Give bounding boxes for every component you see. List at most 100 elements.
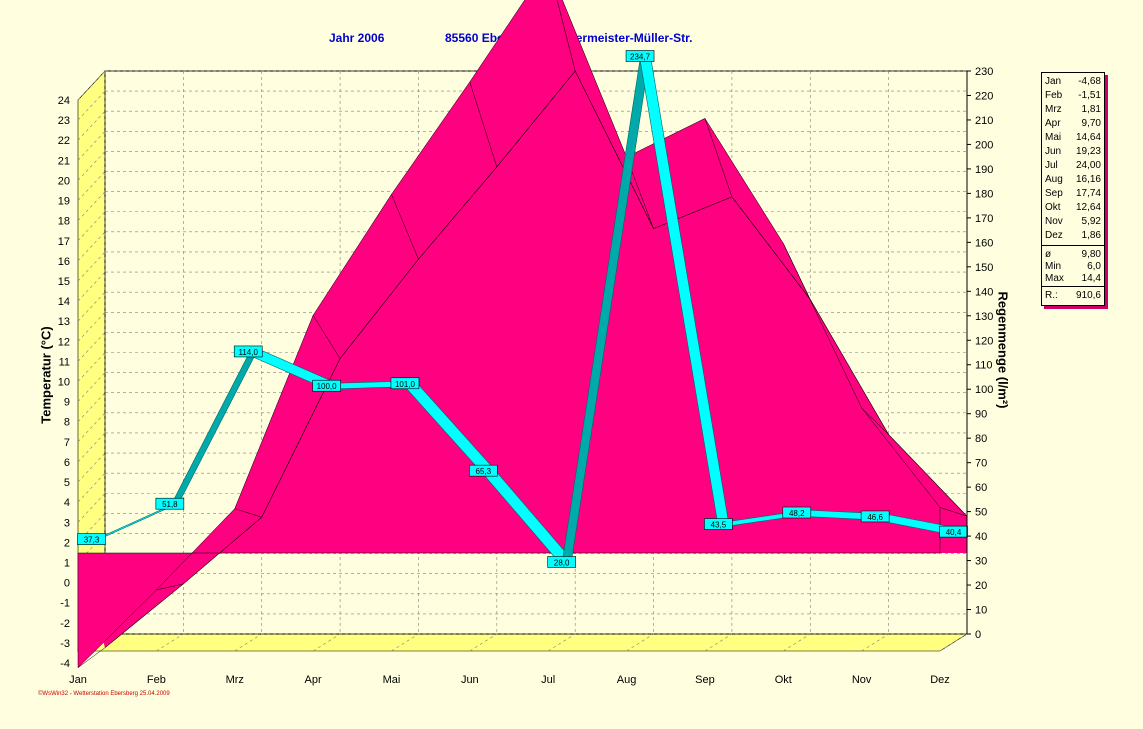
y-right-tick-label: 100 — [975, 384, 993, 396]
y-left-tick-label: -2 — [60, 618, 70, 630]
grid-line-wall — [77, 372, 106, 402]
legend-panel: Jan -4,68 Feb -1,51 Mrz 1,81 Apr 9,70 Mai 14,64 Ju… — [1041, 72, 1105, 306]
grid-line-floor — [156, 633, 184, 652]
legend-row: Feb -1,51 — [1045, 89, 1101, 103]
legend-value: 12,64 — [1075, 202, 1101, 213]
grid-line-wall — [77, 493, 106, 523]
grid-line-wall — [77, 231, 106, 262]
grid-line-wall — [77, 332, 106, 362]
y-left-tick-label: 14 — [58, 296, 70, 308]
temperature-edge — [77, 647, 106, 668]
legend-divider — [1042, 286, 1104, 287]
grid-line-floor — [939, 633, 968, 652]
rain-data-label: 37,3 — [77, 533, 106, 545]
y-left-tick-label: 24 — [58, 95, 70, 107]
y-right-tick-label: 160 — [975, 237, 993, 249]
legend-key: Mai — [1045, 132, 1062, 143]
y-left-tick-label: 15 — [58, 276, 70, 288]
legend-value: 19,23 — [1075, 146, 1101, 157]
y-right-tick-label: 230 — [975, 66, 993, 78]
temperature-edge — [939, 507, 968, 517]
legend-value: 14,64 — [1075, 132, 1101, 143]
y-left-tick-label: 6 — [64, 457, 70, 469]
grid-line-wall — [77, 452, 106, 483]
y-left-tick-label: 10 — [58, 377, 70, 389]
y-right-tick-label: 110 — [975, 360, 993, 372]
legend-row: Aug 16,16 — [1045, 173, 1101, 187]
grid-line-floor — [234, 633, 262, 652]
grid-line-wall — [77, 432, 106, 463]
legend-stat-value: 9,80 — [1081, 249, 1101, 260]
temperature-edge — [234, 508, 262, 518]
legend-stat-key: Max — [1045, 273, 1064, 284]
y-right-tick-label: 200 — [975, 139, 993, 151]
y-left-tick-label: 18 — [58, 216, 70, 228]
grid-line-wall — [77, 412, 106, 443]
svg-text:40,4: 40,4 — [946, 528, 962, 537]
y-right-tick-label: 210 — [975, 115, 993, 127]
grid-line-floor — [312, 633, 341, 652]
legend-value: 1,86 — [1081, 230, 1101, 241]
rain-data-label: 51,8 — [155, 497, 185, 510]
y-right-tick-label: 130 — [975, 311, 993, 323]
legend-stat-value: 6,0 — [1087, 261, 1101, 272]
grid-line-wall — [77, 472, 106, 503]
grid-line-wall — [77, 392, 106, 422]
grid-line-wall — [77, 211, 106, 241]
y-left-tick-label: 12 — [58, 336, 70, 348]
grid-line-wall — [77, 271, 106, 302]
rain-data-label: 101,0 — [390, 377, 420, 390]
y-left-tick-label: 5 — [64, 477, 70, 489]
y-right-tick-label: 10 — [975, 605, 987, 617]
svg-text:100,0: 100,0 — [317, 382, 338, 391]
grid-line-wall — [77, 90, 106, 121]
grid-line-wall — [77, 70, 106, 101]
svg-text:28,0: 28,0 — [554, 558, 570, 567]
legend-divider — [1042, 245, 1104, 246]
legend-key: Jan — [1045, 76, 1062, 87]
svg-text:65,3: 65,3 — [476, 467, 492, 476]
legend-stat-key: ø — [1045, 249, 1052, 260]
y-left-tick-label: 23 — [58, 115, 70, 127]
grid-line-wall — [77, 111, 106, 141]
y-right-tick-label: 40 — [975, 531, 987, 543]
grid-line-wall — [77, 352, 106, 382]
svg-text:114,0: 114,0 — [239, 348, 259, 357]
y-right-tick-label: 90 — [975, 409, 987, 421]
legend-value: 17,74 — [1075, 188, 1101, 199]
x-tick-label: Aug — [617, 674, 637, 686]
temperature-edge — [391, 194, 419, 260]
rain-data-label: 65,3 — [469, 464, 498, 477]
legend-row: Okt 12,64 — [1045, 201, 1101, 215]
rain-data-label: 100,0 — [312, 379, 341, 392]
legend-total-value: 910,6 — [1075, 290, 1101, 301]
y-axis-right-label: Regenmenge (l/m²) — [995, 291, 1011, 409]
svg-text:43,5: 43,5 — [711, 521, 727, 530]
svg-text:234,7: 234,7 — [630, 52, 651, 61]
y-left-tick-label: 11 — [59, 356, 70, 368]
grid-line-wall — [77, 291, 106, 322]
svg-text:46,6: 46,6 — [867, 513, 883, 522]
y-right-tick-label: 30 — [975, 556, 987, 568]
temperature-edge — [469, 81, 498, 167]
y-left-tick-label: 9 — [64, 397, 70, 409]
legend-row: Jul 24,00 — [1045, 159, 1101, 173]
y-left-tick-label: 4 — [64, 497, 70, 509]
y-left-tick-label: 8 — [64, 417, 70, 429]
grid-line-floor — [391, 633, 419, 652]
grid-line-wall — [77, 151, 106, 181]
y-left-tick-label: 2 — [64, 537, 70, 549]
svg-text:51,8: 51,8 — [162, 500, 178, 509]
x-tick-label: Sep — [695, 674, 715, 686]
x-tick-label: Mrz — [226, 674, 244, 686]
legend-key: Aug — [1045, 174, 1063, 185]
legend-stat-value: 14,4 — [1081, 273, 1101, 284]
svg-text:48,2: 48,2 — [789, 509, 805, 518]
y-right-tick-label: 70 — [975, 458, 987, 470]
legend-value: 24,00 — [1075, 160, 1101, 171]
grid-line-wall — [77, 171, 106, 201]
legend-stat-row: ø 9,80 — [1045, 248, 1101, 262]
rain-data-label: 43,5 — [704, 518, 733, 530]
legend-row: Mai 14,64 — [1045, 131, 1101, 145]
y-left-tick-label: 7 — [64, 437, 70, 449]
